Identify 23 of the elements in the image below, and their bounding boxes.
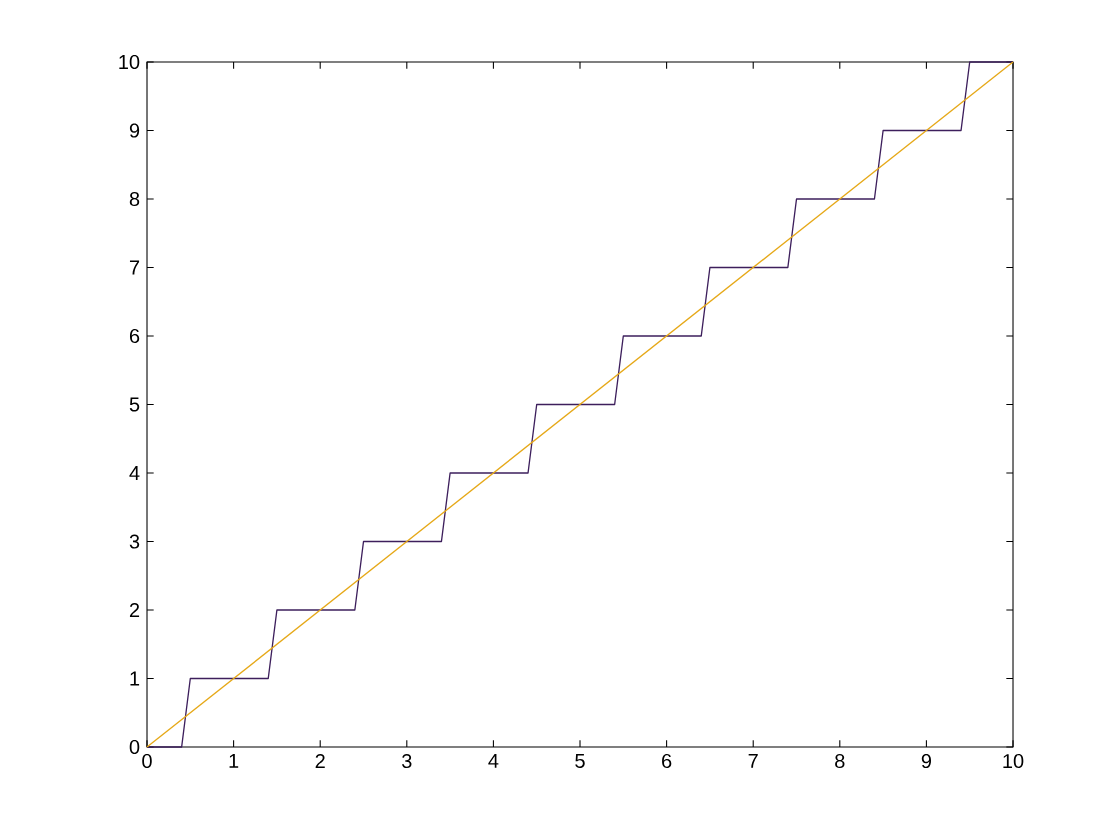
- x-tick-label: 5: [575, 753, 585, 768]
- y-tick-label: 6: [129, 328, 140, 344]
- x-tick-label: 6: [662, 753, 672, 769]
- x-tick-label: 1: [229, 753, 239, 768]
- y-tick-label: 5: [129, 397, 140, 412]
- y-tick-label: 7: [129, 260, 140, 275]
- y-tick-label: 3: [129, 534, 140, 549]
- y-tick-label: 4: [129, 466, 140, 480]
- x-tick-label: 3: [402, 753, 412, 769]
- x-tick-label: 10: [1003, 753, 1024, 769]
- line-series: [146, 61, 1014, 748]
- x-tick-label: 0: [142, 753, 152, 769]
- x-tick-label: 4: [488, 753, 499, 768]
- y-tick-label: 10: [119, 54, 140, 70]
- x-tick-label: 9: [921, 753, 932, 769]
- y-tick-label: 1: [130, 671, 140, 686]
- y-tick-label: 2: [129, 603, 140, 617]
- x-tick-label: 7: [748, 753, 758, 768]
- y-tick-label: 0: [129, 739, 140, 755]
- y-tick-label: 8: [129, 191, 140, 207]
- x-tick-label: 8: [835, 753, 845, 769]
- y-tick-label: 9: [129, 123, 140, 138]
- x-tick-label: 2: [315, 753, 325, 768]
